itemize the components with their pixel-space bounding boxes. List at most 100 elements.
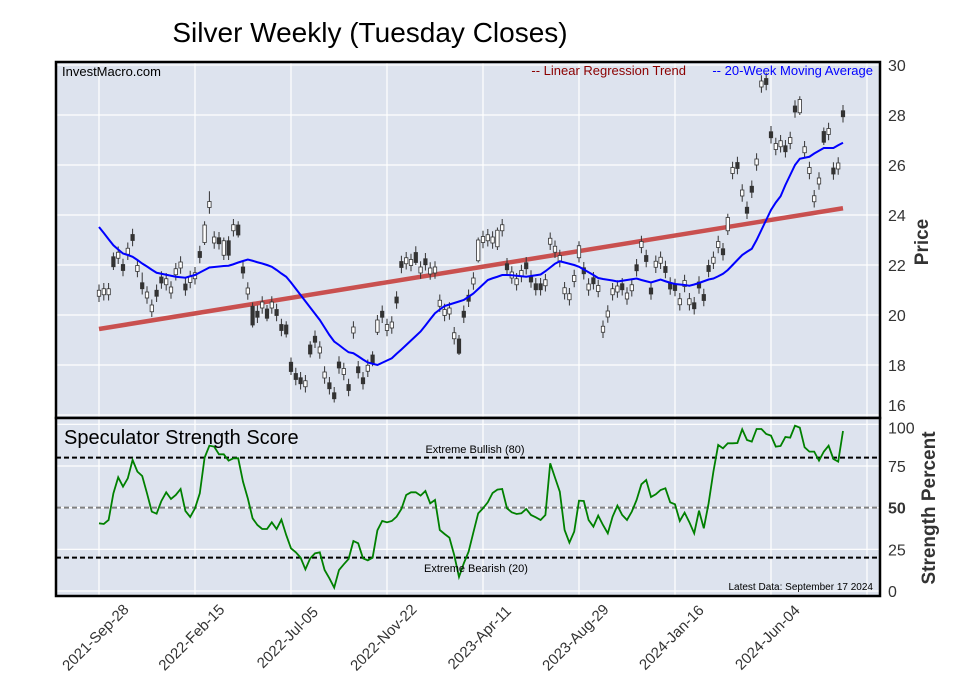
candle-down [226,236,231,260]
candle-down [749,180,754,198]
candle-body [293,373,298,380]
candle-body [591,277,596,285]
candle-up [476,237,481,263]
candle-body [826,128,831,135]
candle-up [404,252,409,270]
candle-body [548,237,553,245]
candle-up [164,273,169,291]
candle-body [399,261,404,268]
candle-body [442,309,447,316]
candle-up [101,283,106,301]
candle-body [231,224,236,232]
candle-up [418,261,423,279]
candle-up [149,299,154,317]
candle-body [173,268,178,276]
candle-body [773,143,778,150]
candle-up [759,75,764,93]
candle-up [471,272,476,290]
candle-down [216,232,222,250]
candle-up [596,279,601,298]
candle-body [792,105,798,113]
price-tick-label: 18 [888,358,906,375]
candle-down [792,100,798,118]
candle-up [576,241,582,263]
candle-body [812,195,817,203]
candle-body [255,310,260,318]
candle-up [586,278,591,296]
candle-body [120,264,126,271]
candle-down [308,341,313,358]
candle-body [836,162,841,170]
candle-body [672,284,678,291]
candle-down [130,228,135,247]
candle-up [600,320,606,338]
candle-up [322,366,327,384]
candle-body [730,167,735,174]
candle-up [807,161,812,180]
candle-body [144,291,150,299]
candle-body [764,78,769,85]
candle-body [202,224,207,243]
candle-up [788,131,793,150]
candle-up [351,321,356,339]
candle-body [384,324,390,331]
candle-body [639,241,644,248]
candle-body [706,265,711,272]
candle-up [816,172,822,190]
x-tick-label: 2022-Jul-05 [254,604,322,672]
strength-axis-label: Strength Percent [919,431,940,585]
candle-body [653,260,658,268]
candle-down [298,372,303,390]
candle-body [620,283,625,291]
candle-body [111,256,116,268]
candle-body [264,308,270,319]
candle-body [831,167,836,175]
strength-tick-label: 100 [888,420,915,437]
candle-down [764,72,769,91]
candle-body [327,382,332,390]
candle-body [500,224,505,232]
x-tick-label: 2023-Aug-29 [539,601,612,674]
candle-body [260,301,265,309]
candle-down [735,156,740,175]
candle-body [149,304,154,313]
candle-up [106,283,111,301]
candle-down [706,259,711,278]
candle-down [394,291,399,309]
candle-body [644,255,649,262]
candle-down [293,367,298,386]
legend-moving-average: -- 20-Week Moving Average [712,63,873,78]
candle-up [605,305,610,323]
candle-body [394,296,399,304]
price-tick-label: 16 [888,398,906,415]
candle-body [586,283,591,291]
candle-body [514,278,519,286]
candle-up [500,219,505,237]
candle-up [495,227,500,250]
candle-body [452,332,457,340]
candle-up [562,282,567,300]
legend-regression-trend: -- Linear Regression Trend [531,63,686,78]
candle-down [332,387,337,403]
candle-body [658,256,663,264]
candle-body [480,236,486,243]
candle-body [749,185,754,193]
price-tick-label: 30 [888,58,906,75]
candle-body [183,283,188,291]
candle-up [716,235,721,254]
candle-body [140,282,145,290]
candle-body [303,380,308,388]
candle-body [356,366,361,374]
candle-up [389,316,394,334]
candle-up [778,135,783,153]
candle-body [164,278,169,286]
candle-down [120,258,126,277]
candle-body [802,146,807,154]
candle-down [279,318,284,337]
candle-body [567,293,572,301]
candle-body [476,239,481,262]
candle-body [447,307,452,315]
strength-tick-label: 0 [888,584,897,601]
candle-body [663,266,668,273]
